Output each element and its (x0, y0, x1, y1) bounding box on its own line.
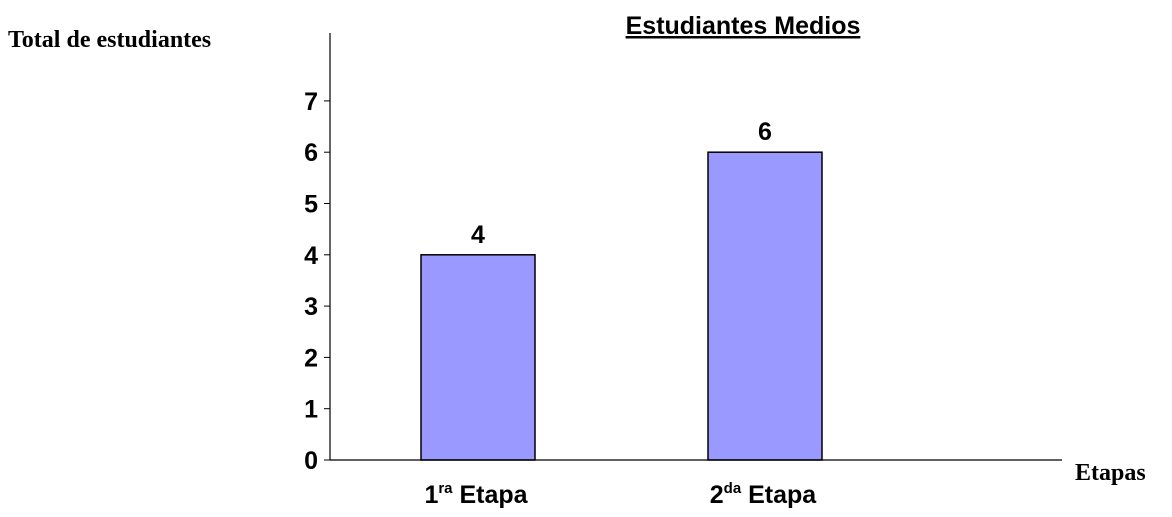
y-axis-label: Total de estudiantes (8, 27, 211, 53)
y-tick-label: 0 (304, 447, 318, 475)
x-axis-label: Etapas (1075, 460, 1146, 486)
y-tick-label: 2 (304, 344, 318, 372)
y-tick-label: 7 (304, 88, 318, 116)
bar-value-label: 6 (758, 118, 772, 146)
y-tick-label: 3 (304, 293, 318, 321)
y-tick-label: 6 (304, 139, 318, 167)
y-tick-label: 1 (304, 396, 318, 424)
x-tick-label: 2da Etapa (710, 480, 818, 509)
x-tick-label: 1ra Etapa (424, 480, 528, 509)
chart-title: Estudiantes Medios (626, 12, 861, 40)
bar (420, 254, 536, 461)
y-tick-label: 5 (304, 191, 318, 219)
y-tick-label: 4 (304, 242, 318, 270)
bar (707, 151, 823, 461)
plot-area: 4 6 0 1 2 3 4 5 6 7 1ra Etapa 2da Etapa (304, 33, 1062, 509)
bar-value-label: 4 (471, 221, 485, 249)
